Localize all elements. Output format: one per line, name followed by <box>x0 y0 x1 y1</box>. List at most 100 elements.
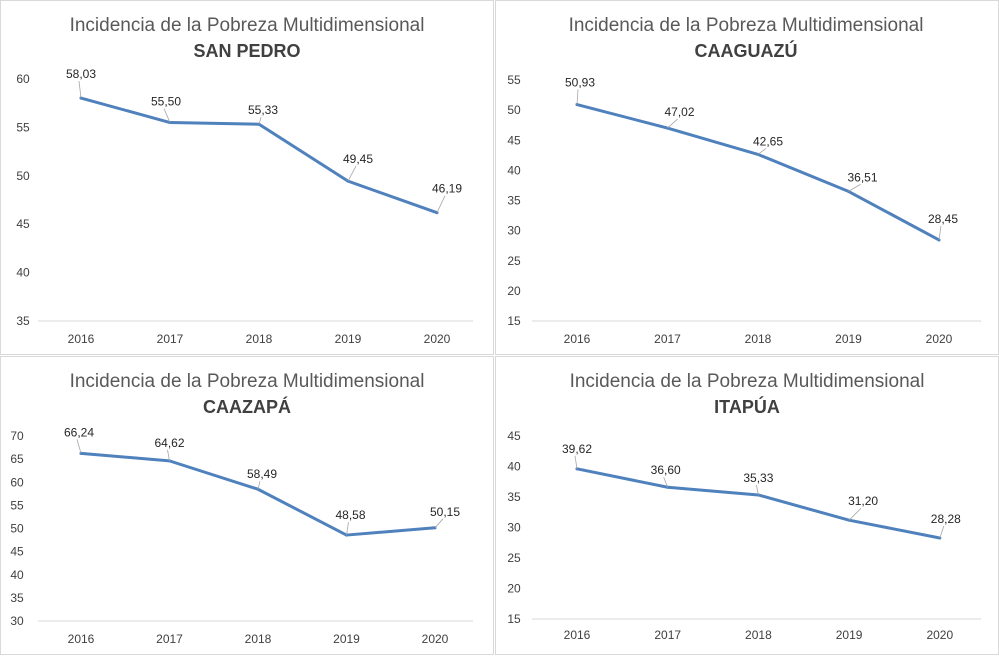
chart-subtitle: CAAGUAZÚ <box>695 40 798 61</box>
chart-title: Incidencia de la Pobreza Multidimensiona… <box>570 371 925 392</box>
data-label: 35,33 <box>743 471 773 485</box>
x-tick-label: 2017 <box>654 628 681 642</box>
chart-svg-san-pedro: Incidencia de la Pobreza Multidimensiona… <box>16 15 473 346</box>
data-label-leader <box>78 81 82 99</box>
data-point <box>256 487 260 491</box>
data-point <box>79 451 83 455</box>
data-label-leader <box>258 117 262 125</box>
x-tick-label: 2020 <box>926 628 953 642</box>
data-label-leader <box>574 455 578 469</box>
y-tick-label: 30 <box>507 521 521 535</box>
data-label: 31,20 <box>848 494 878 508</box>
y-tick-label: 25 <box>507 254 521 268</box>
data-label: 55,50 <box>151 95 181 109</box>
data-label: 36,60 <box>651 463 681 477</box>
x-tick-label: 2019 <box>835 332 862 346</box>
y-tick-label: 35 <box>16 314 30 328</box>
y-tick-label: 45 <box>507 429 521 443</box>
x-tick-label: 2019 <box>836 628 863 642</box>
chart-panel-caazapa: Incidencia de la Pobreza Multidimensiona… <box>0 356 494 655</box>
data-label: 66,24 <box>64 425 94 439</box>
data-label-leader <box>436 195 446 213</box>
y-tick-label: 35 <box>10 591 24 605</box>
y-tick-label: 55 <box>10 498 24 512</box>
y-tick-label: 45 <box>10 545 24 559</box>
y-tick-label: 45 <box>16 217 30 231</box>
series-line <box>79 451 437 537</box>
chart-panel-san-pedro: Incidencia de la Pobreza Multidimensiona… <box>0 0 494 355</box>
y-tick-label: 30 <box>507 224 521 238</box>
y-tick-label: 50 <box>10 522 24 536</box>
y-tick-label: 55 <box>16 120 30 134</box>
x-tick-label: 2017 <box>157 332 184 346</box>
x-tick-label: 2019 <box>333 632 360 646</box>
x-tick-label: 2017 <box>654 332 681 346</box>
data-label: 49,45 <box>343 152 373 166</box>
data-label: 48,58 <box>335 508 365 522</box>
x-tick-label: 2020 <box>424 332 451 346</box>
data-label: 47,02 <box>664 105 694 119</box>
data-label-leader <box>757 148 767 155</box>
x-tick-label: 2016 <box>564 628 591 642</box>
data-label: 39,62 <box>562 442 592 456</box>
y-tick-label: 60 <box>10 475 24 489</box>
data-label-leader <box>346 522 349 536</box>
chart-title: Incidencia de la Pobreza Multidimensiona… <box>70 15 425 36</box>
x-tick-label: 2019 <box>335 332 362 346</box>
data-point <box>168 459 171 463</box>
data-label-leader <box>167 449 170 461</box>
data-label: 50,15 <box>430 505 460 519</box>
y-tick-label: 65 <box>10 452 24 466</box>
chart-svg-caazapa: Incidencia de la Pobreza Multidimensiona… <box>10 371 473 646</box>
chart-svg-itapua: Incidencia de la Pobreza Multidimensiona… <box>507 371 981 642</box>
data-label: 58,03 <box>66 67 96 81</box>
y-tick-label: 35 <box>507 194 521 208</box>
data-label: 36,51 <box>847 170 877 184</box>
y-tick-label: 15 <box>507 612 521 626</box>
data-label-leader <box>939 525 945 539</box>
y-tick-label: 20 <box>507 284 521 298</box>
x-tick-label: 2020 <box>926 332 953 346</box>
y-tick-label: 60 <box>16 72 30 86</box>
x-tick-label: 2018 <box>745 628 772 642</box>
data-label: 28,28 <box>931 512 961 526</box>
data-label: 46,19 <box>432 182 462 196</box>
y-tick-label: 70 <box>10 429 24 443</box>
data-label-leader <box>76 439 82 454</box>
data-point <box>756 493 760 497</box>
x-tick-label: 2018 <box>246 332 273 346</box>
x-tick-label: 2016 <box>564 332 591 346</box>
y-tick-label: 50 <box>16 169 30 183</box>
y-tick-label: 40 <box>16 266 30 280</box>
data-label-leader <box>938 225 942 241</box>
chart-panel-caaguazu: Incidencia de la Pobreza Multidimensiona… <box>495 0 999 355</box>
chart-svg-caaguazu: Incidencia de la Pobreza Multidimensiona… <box>507 15 981 346</box>
data-label-leader <box>576 89 579 105</box>
data-label: 42,65 <box>753 134 783 148</box>
data-label-leader <box>663 477 669 488</box>
y-tick-label: 40 <box>10 568 24 582</box>
data-label-leader <box>848 507 862 521</box>
data-label: 64,62 <box>154 436 184 450</box>
data-label-leader <box>347 165 357 182</box>
y-tick-label: 40 <box>507 460 521 474</box>
y-tick-label: 15 <box>507 314 521 328</box>
y-tick-label: 50 <box>507 103 521 117</box>
data-label: 50,93 <box>565 76 595 90</box>
chart-title: Incidencia de la Pobreza Multidimensiona… <box>70 371 425 392</box>
data-label-leader <box>848 184 861 192</box>
y-tick-label: 20 <box>507 582 521 596</box>
y-tick-label: 25 <box>507 551 521 565</box>
data-label: 28,45 <box>928 212 958 226</box>
chart-title: Incidencia de la Pobreza Multidimensiona… <box>569 15 924 36</box>
data-label-leader <box>257 481 261 490</box>
x-tick-label: 2018 <box>745 332 772 346</box>
y-tick-label: 30 <box>10 614 24 628</box>
series-line <box>575 103 941 242</box>
data-label-leader <box>163 108 171 123</box>
y-tick-label: 35 <box>507 490 521 504</box>
data-label-leader <box>756 484 759 496</box>
x-tick-label: 2018 <box>245 632 272 646</box>
y-tick-label: 40 <box>507 163 521 177</box>
y-tick-label: 45 <box>507 133 521 147</box>
